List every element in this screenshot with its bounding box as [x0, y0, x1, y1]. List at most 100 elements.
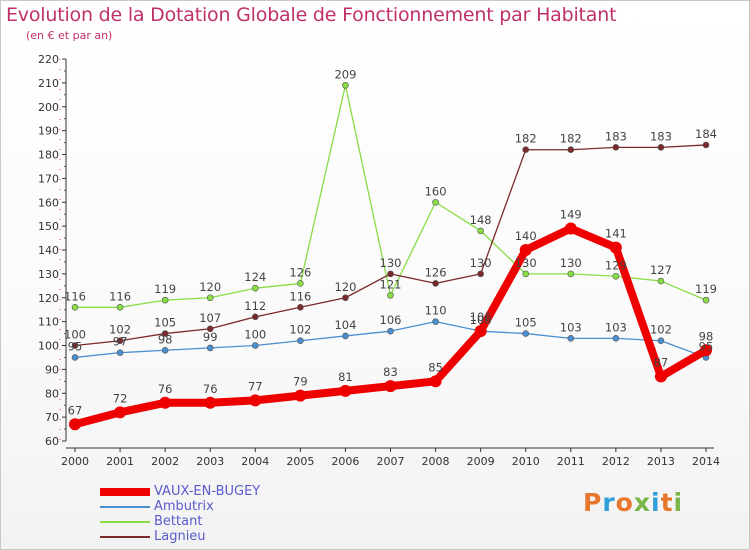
data-label: 116 [109, 289, 131, 303]
legend-label-vaux: VAUX-EN-BUGEY [154, 484, 261, 499]
data-point [387, 292, 394, 299]
data-point [477, 270, 484, 278]
y-tick-label: 210 [38, 77, 59, 90]
data-label: 127 [650, 263, 672, 277]
data-point [251, 313, 259, 321]
data-point [477, 227, 484, 235]
data-point [161, 296, 169, 304]
data-point [657, 337, 665, 345]
data-point [519, 244, 532, 256]
y-tick-label: 220 [38, 53, 59, 66]
logo-letter: i [673, 488, 684, 517]
logo-letter: o [615, 488, 634, 517]
data-label: 106 [470, 310, 492, 324]
data-label: 130 [560, 256, 582, 270]
data-label: 105 [515, 316, 537, 330]
data-label: 77 [248, 379, 263, 393]
chart-title: Evolution de la Dotation Globale de Fonc… [6, 4, 617, 26]
logo-letter: x [633, 488, 651, 517]
y-tick-label: 60 [45, 435, 59, 448]
data-point [161, 346, 169, 354]
data-label: 130 [515, 256, 537, 270]
data-label: 124 [244, 270, 266, 284]
data-label: 183 [605, 129, 627, 143]
x-tick-label: 2005 [286, 455, 314, 468]
data-label: 85 [428, 360, 443, 374]
data-point [654, 370, 667, 383]
y-tick-label: 150 [38, 220, 59, 233]
x-tick-label: 2012 [602, 455, 630, 468]
data-label: 97 [113, 335, 128, 349]
legend-swatch-ambutrix [100, 506, 150, 508]
data-label: 98 [699, 329, 714, 343]
data-point [474, 325, 487, 338]
data-label: 110 [425, 304, 447, 318]
data-label: 76 [203, 382, 218, 396]
data-point [114, 406, 127, 419]
y-tick-label: 110 [38, 316, 59, 329]
data-point [702, 296, 710, 304]
x-tick-label: 2006 [331, 455, 359, 468]
data-point [206, 344, 214, 352]
x-tick-label: 2014 [692, 455, 720, 468]
y-tick-label: 130 [38, 268, 59, 281]
logo-letter: r [602, 488, 616, 517]
legend-item-lagnieu[interactable]: Lagnieu [100, 529, 320, 544]
data-label: 209 [334, 67, 356, 81]
data-point [657, 144, 665, 151]
data-label: 126 [289, 265, 311, 279]
data-label: 183 [650, 129, 672, 143]
data-point [297, 303, 304, 311]
data-point [432, 318, 439, 325]
data-point [251, 342, 259, 349]
legend-label-bettant: Bettant [154, 514, 203, 529]
data-label: 107 [199, 311, 221, 325]
data-point [432, 280, 439, 287]
legend-item-bettant[interactable]: Bettant [100, 514, 320, 529]
data-label: 105 [154, 316, 176, 330]
legend-label-ambutrix: Ambutrix [154, 499, 214, 514]
data-point [206, 294, 214, 302]
data-point [657, 277, 665, 285]
data-point [567, 270, 575, 278]
data-label: 116 [289, 289, 311, 303]
x-tick-label: 2000 [61, 455, 89, 468]
legend-swatch-lagnieu [100, 536, 150, 538]
data-point [609, 241, 622, 254]
data-point [339, 384, 352, 397]
legend-item-ambutrix[interactable]: Ambutrix [100, 499, 320, 514]
data-point [71, 342, 79, 349]
y-tick-label: 70 [45, 411, 59, 424]
data-point [522, 270, 530, 278]
data-label: 149 [560, 208, 582, 222]
legend-label-lagnieu: Lagnieu [154, 529, 206, 544]
data-point [612, 272, 620, 280]
data-label: 182 [515, 132, 537, 146]
legend-item-vaux[interactable]: VAUX-EN-BUGEY [100, 484, 320, 499]
y-tick-label: 100 [38, 340, 59, 353]
y-tick-label: 200 [38, 101, 59, 114]
data-point [116, 349, 124, 356]
data-point [71, 303, 79, 311]
data-point [522, 330, 530, 337]
data-point [206, 325, 214, 333]
data-label: 112 [244, 299, 266, 313]
data-label: 79 [293, 375, 308, 389]
data-label: 182 [560, 132, 582, 146]
legend-swatch-bettant [100, 521, 150, 523]
y-tick-label: 170 [38, 172, 59, 185]
y-tick-label: 160 [38, 196, 59, 209]
data-label: 100 [64, 328, 86, 342]
data-point [161, 330, 169, 337]
data-label: 116 [64, 289, 86, 303]
data-label: 130 [470, 256, 492, 270]
data-label: 141 [605, 227, 627, 241]
data-label: 72 [113, 391, 128, 405]
data-point [342, 332, 349, 340]
data-label: 100 [244, 328, 266, 342]
data-point [294, 389, 307, 402]
data-point [612, 144, 620, 151]
x-tick-label: 2007 [377, 455, 405, 468]
x-tick-label: 2004 [241, 455, 269, 468]
data-label: 129 [605, 258, 627, 272]
